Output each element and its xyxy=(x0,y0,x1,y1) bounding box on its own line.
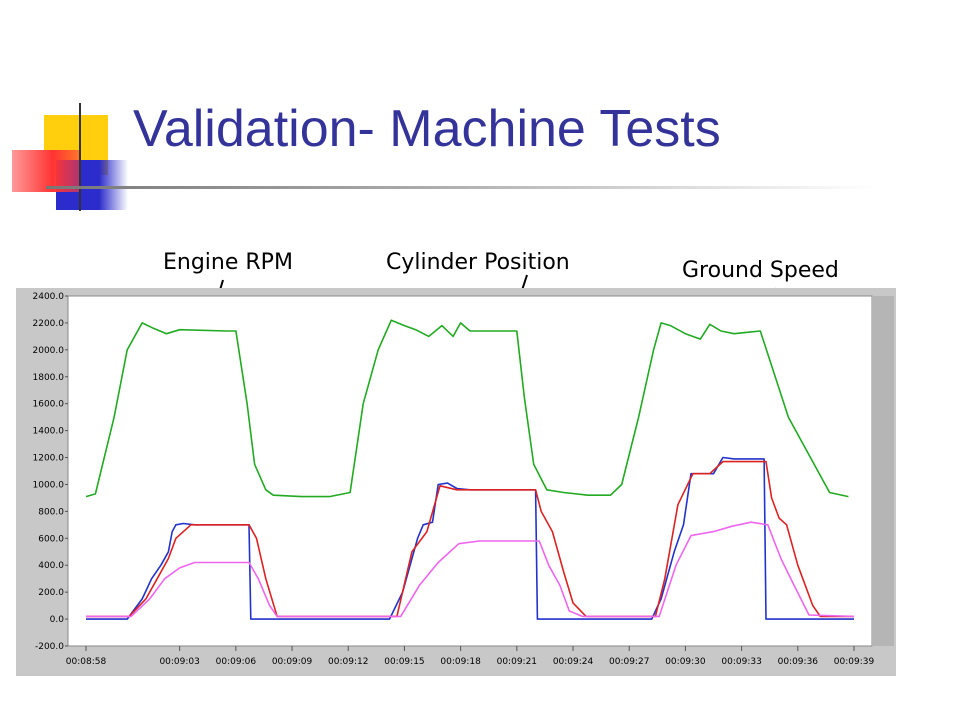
x-tick-label: 00:09:33 xyxy=(721,657,761,667)
x-tick-label: 00:09:21 xyxy=(497,657,537,667)
y-tick-label: 1800.0 xyxy=(33,373,65,383)
x-tick-label: 00:09:39 xyxy=(834,657,875,667)
plot-area xyxy=(67,295,873,647)
x-axis: 00:08:58 00:09:03 00:09:06 00:09:09 00:09:12… xyxy=(66,646,875,667)
red-square-decor xyxy=(12,150,80,192)
y-tick-label: 800.0 xyxy=(38,507,64,517)
series-line-red-trace xyxy=(86,460,854,618)
right-strip xyxy=(872,296,894,646)
annotation-ground-speed: Ground Speed xyxy=(682,258,839,283)
y-tick-label: 1200.0 xyxy=(33,454,65,464)
slide-title: Validation- Machine Tests xyxy=(133,100,721,158)
x-tick-label: 00:09:36 xyxy=(778,657,819,667)
annotation-cylinder-position: Cylinder Position xyxy=(386,250,570,275)
y-tick-label: 400.0 xyxy=(38,561,64,571)
y-tick-label: 0.0 xyxy=(50,615,65,625)
x-tick-label: 00:09:24 xyxy=(553,657,594,667)
x-tick-label: 00:09:09 xyxy=(272,657,313,667)
y-tick-label: 200.0 xyxy=(38,588,64,598)
x-tick-label: 00:09:06 xyxy=(216,657,257,667)
y-tick-label: 600.0 xyxy=(38,534,64,544)
y-tick-label: 1400.0 xyxy=(33,427,65,437)
y-tick-label: 2200.0 xyxy=(33,319,65,329)
x-tick-label: 00:09:12 xyxy=(328,657,368,667)
series-line-engine-rpm xyxy=(85,319,849,498)
y-tick-label: 1000.0 xyxy=(33,480,65,490)
title-underline xyxy=(46,186,876,189)
y-axis: 2400.0 2200.0 2000.0 1800.0 1600.0 1400.0 1200… xyxy=(33,292,68,652)
series-group xyxy=(85,319,855,620)
x-tick-label: 00:09:15 xyxy=(384,657,424,667)
vertical-rule-decor xyxy=(79,103,81,211)
series-line-ground-speed xyxy=(86,521,855,618)
chart-panel: 2400.0 2200.0 2000.0 1800.0 1600.0 1400.0 1200… xyxy=(16,288,896,676)
x-tick-label: 00:08:58 xyxy=(66,657,107,667)
x-tick-label: 00:09:30 xyxy=(665,657,706,667)
line-chart: 2400.0 2200.0 2000.0 1800.0 1600.0 1400.0 1200… xyxy=(16,288,896,676)
y-tick-label: 2000.0 xyxy=(33,346,65,356)
y-tick-label: -200.0 xyxy=(35,642,64,652)
series-line-cylinder-position xyxy=(86,456,854,620)
y-tick-label: 1600.0 xyxy=(33,400,65,410)
x-tick-label: 00:09:03 xyxy=(159,657,199,667)
annotation-engine-rpm: Engine RPM xyxy=(163,250,293,275)
y-tick-label: 2400.0 xyxy=(33,292,65,302)
x-tick-label: 00:09:27 xyxy=(609,657,649,667)
x-tick-label: 00:09:18 xyxy=(440,657,481,667)
